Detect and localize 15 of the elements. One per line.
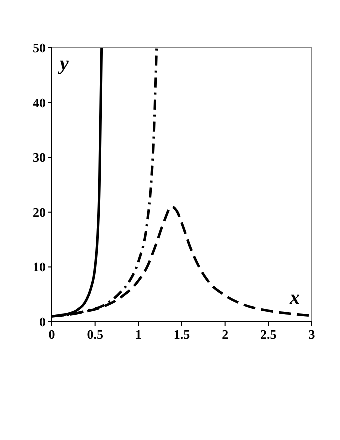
x-tick-label: 2 <box>222 327 229 342</box>
x-tick-label: 0.5 <box>87 327 104 342</box>
x-tick-label: 1 <box>135 327 142 342</box>
y-tick-label: 10 <box>33 260 46 275</box>
x-tick-label: 0 <box>48 327 56 342</box>
x-tick-label: 1.5 <box>174 327 191 342</box>
y-tick-label: 0 <box>40 314 46 330</box>
x-tick-label: 3 <box>308 327 316 342</box>
y-tick-label: 20 <box>33 204 46 220</box>
y-axis-title: y <box>58 53 69 75</box>
y-tick-label: 50 <box>33 40 46 56</box>
y-tick-label: 30 <box>33 150 46 166</box>
x-axis-title: x <box>289 287 300 309</box>
x-tick-label: 2.5 <box>260 327 278 342</box>
y-tick-label: 40 <box>33 95 46 110</box>
